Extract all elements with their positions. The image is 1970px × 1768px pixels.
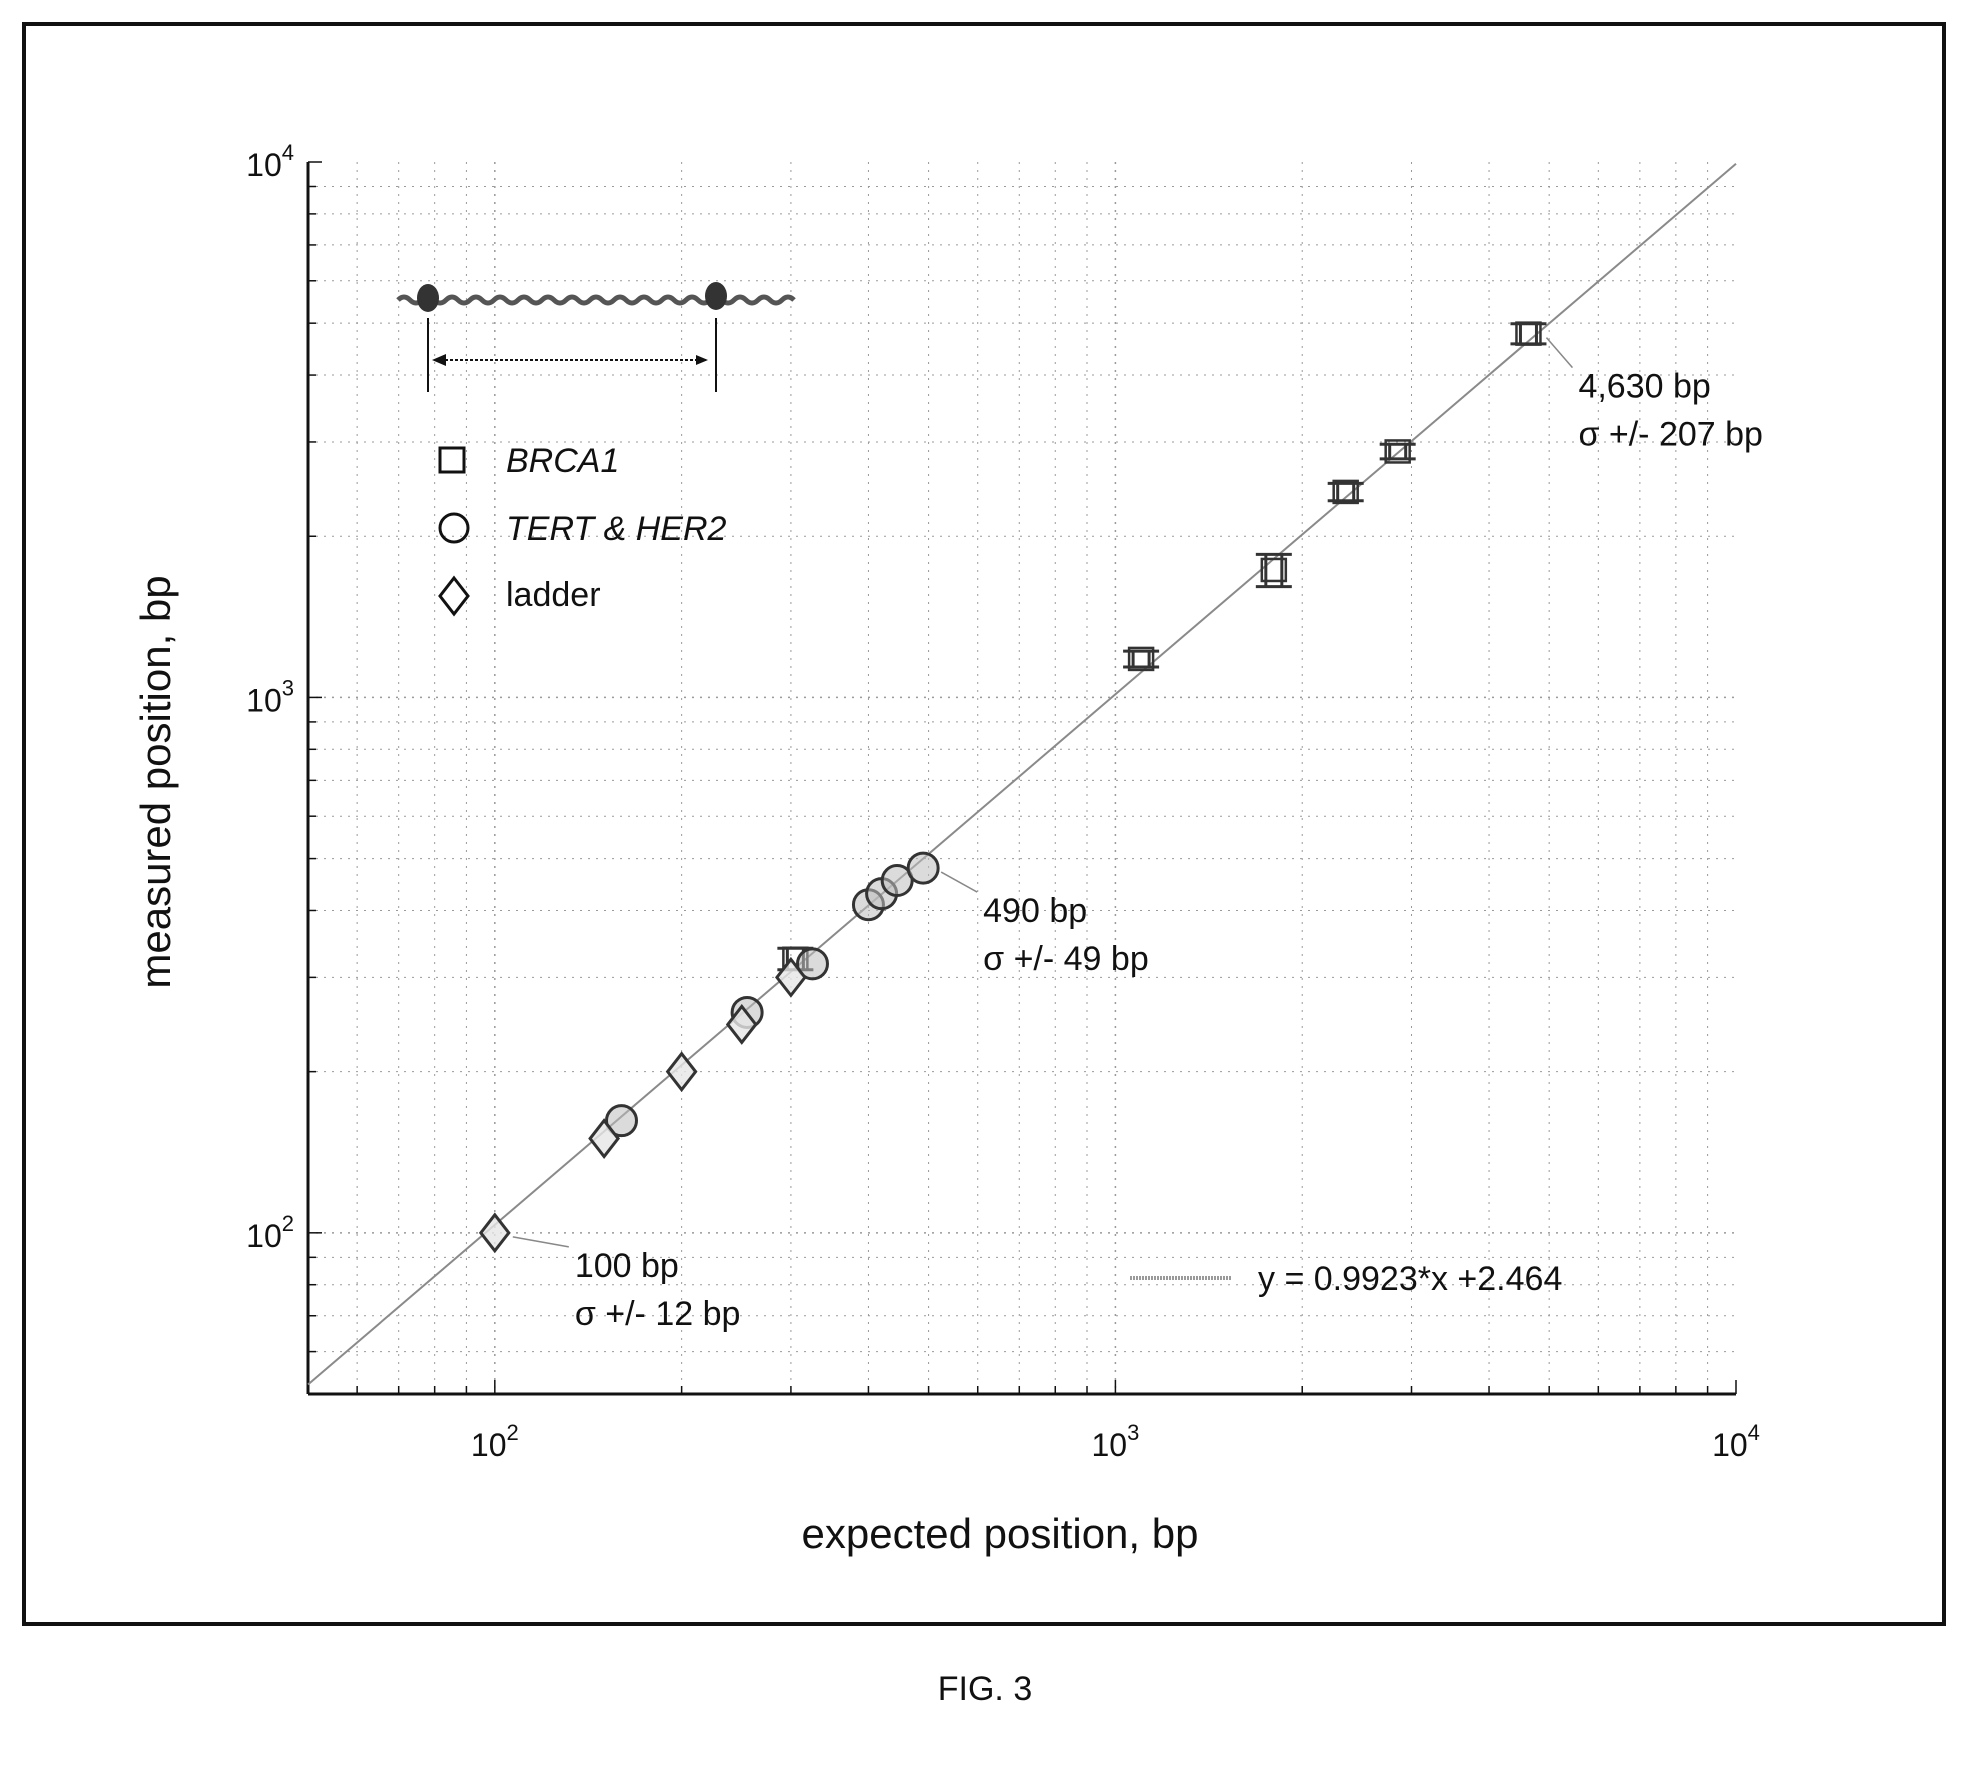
x-tick-label: 102: [471, 1420, 519, 1463]
square-point: [1332, 479, 1359, 505]
schematic-inset: [396, 282, 796, 392]
x-axis-label: expected position, bp: [802, 1510, 1199, 1557]
fit-line: [307, 162, 1737, 1386]
y-tick-label: 103: [246, 675, 294, 718]
legend-diamond-icon: [438, 575, 470, 617]
annotation-leader: [940, 871, 978, 893]
circle-point: [795, 947, 829, 981]
annotations: 100 bp σ +/- 12 bp 490 bp σ +/- 49 bp 4,630 …: [512, 337, 1763, 1333]
annotation-leader: [1545, 337, 1574, 369]
y-axis-label: measured position, bp: [132, 575, 179, 988]
y-tick-label: 102: [246, 1211, 294, 1254]
diamond-point: [665, 1051, 698, 1093]
square-point: [1515, 321, 1542, 346]
dna-strand: [396, 294, 796, 306]
x-tick-label: 104: [1712, 1420, 1760, 1463]
legend-circle-icon: [438, 512, 470, 544]
square-point: [1260, 557, 1288, 583]
annotation-line-1: 490 bp: [983, 892, 1087, 930]
fit-equation: y = 0.9923*x +2.464: [1258, 1260, 1562, 1298]
diamond-point: [725, 1004, 758, 1045]
annotation-line-2: σ +/- 207 bp: [1578, 416, 1763, 454]
legend: BRCA1 TERT & HER2 ladder: [438, 442, 727, 617]
probe-marker-left: [417, 284, 439, 312]
legend-label-tert-her2: TERT & HER2: [506, 510, 727, 548]
legend-square-icon: [438, 446, 466, 474]
y-tick-label: 104: [246, 140, 294, 183]
annotation-line-2: σ +/- 49 bp: [983, 940, 1149, 978]
annotation-leader: [512, 1236, 569, 1248]
annotation-line-1: 4,630 bp: [1578, 368, 1710, 406]
square-point: [1127, 646, 1155, 672]
circle-point: [880, 864, 914, 898]
diamond-point: [588, 1118, 620, 1159]
axes: 102 103 104 102 103 104: [246, 140, 1760, 1463]
annotation-line-1: 100 bp: [575, 1247, 679, 1285]
fit-line-layer: [307, 162, 1737, 1386]
probe-marker-right: [705, 282, 727, 310]
data-points: [478, 321, 1547, 1254]
square-point: [1384, 439, 1411, 464]
circle-point: [906, 851, 940, 885]
figure-frame: [22, 22, 1946, 1626]
diamond-point: [775, 956, 807, 998]
grid: [307, 162, 1736, 1395]
annotation-line-2: σ +/- 12 bp: [575, 1295, 741, 1333]
fit-legend: y = 0.9923*x +2.464: [1130, 1260, 1562, 1298]
x-tick-label: 103: [1091, 1420, 1139, 1463]
circle-point: [604, 1104, 638, 1138]
diamond-point: [478, 1212, 511, 1254]
figure-caption: FIG. 3: [937, 1670, 1033, 1708]
legend-label-brca1: BRCA1: [506, 442, 619, 480]
distance-arrow-back: [432, 354, 446, 366]
legend-label-ladder: ladder: [506, 576, 601, 614]
